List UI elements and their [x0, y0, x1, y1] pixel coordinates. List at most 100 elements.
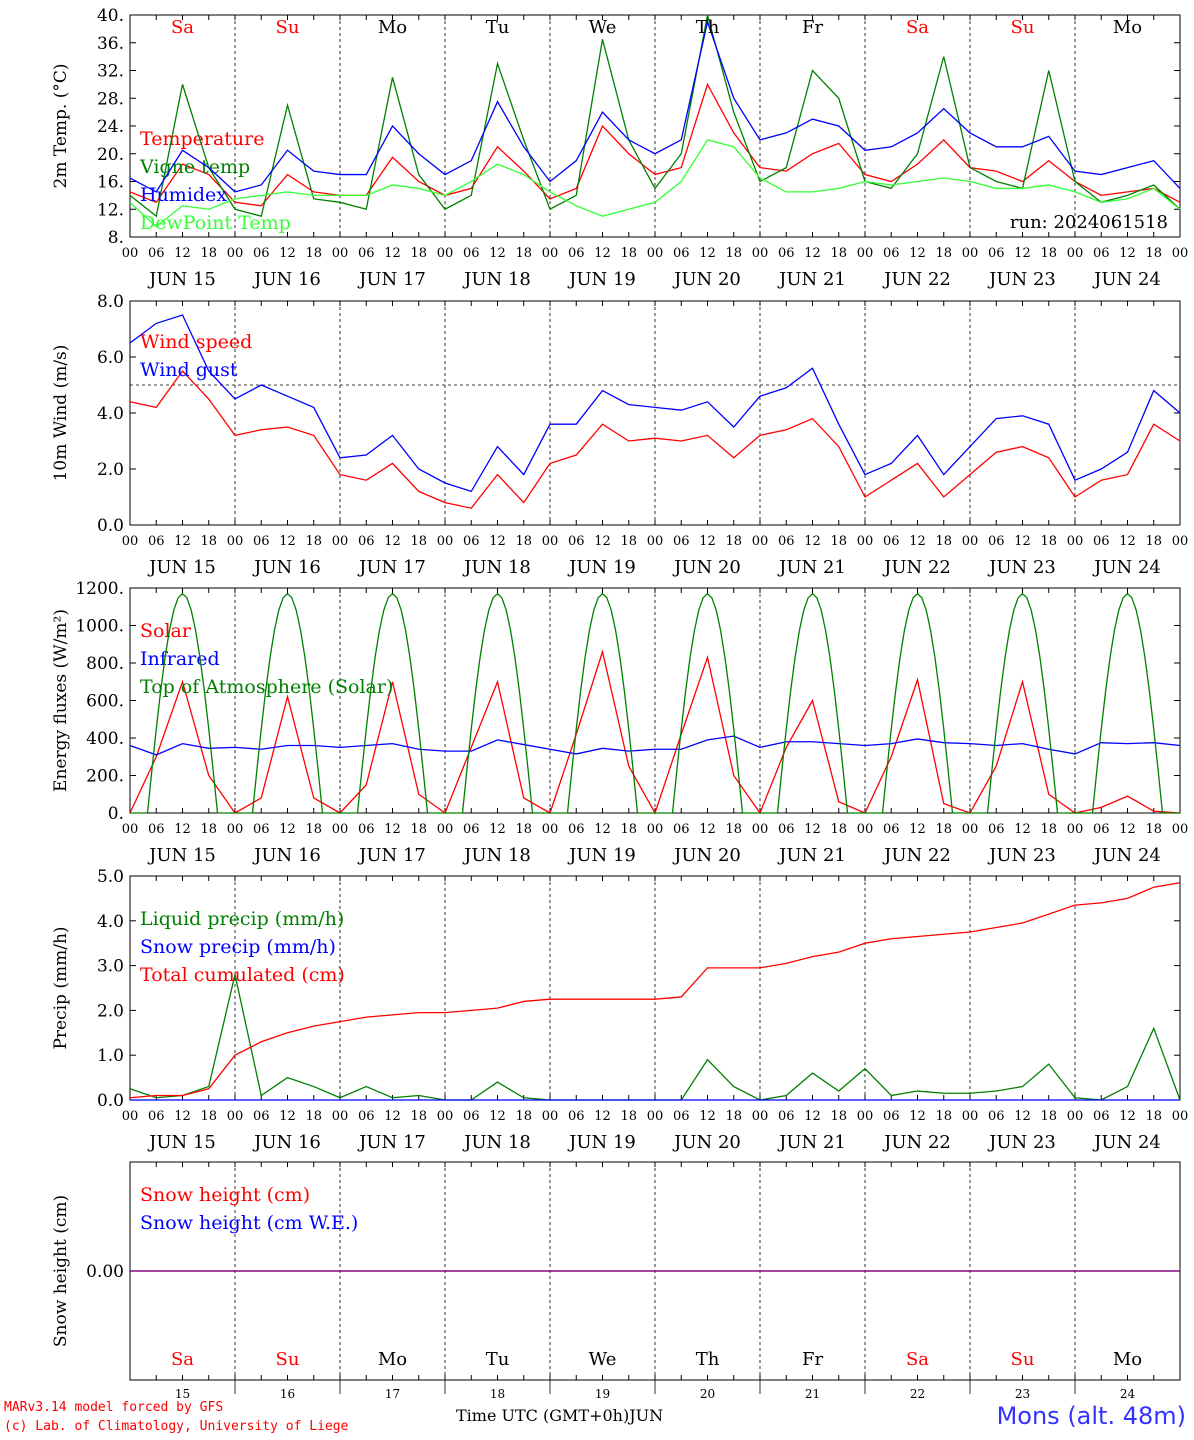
hour-tick-label: 06: [463, 534, 480, 549]
lab-credit: (c) Lab. of Climatology, University of L…: [4, 1419, 349, 1434]
hour-tick-label: 00: [752, 246, 769, 261]
hour-tick-label: 18: [410, 534, 427, 549]
hour-tick-label: 18: [200, 822, 217, 837]
date-label: JUN 20: [672, 557, 741, 578]
hour-tick-label: 12: [174, 534, 191, 549]
hour-tick-label: 06: [673, 1109, 690, 1124]
hour-tick-label: 06: [358, 1109, 375, 1124]
hour-tick-label: 06: [883, 822, 900, 837]
hour-tick-label: 06: [673, 822, 690, 837]
hour-tick-label: 18: [1040, 246, 1057, 261]
hour-tick-label: 00: [752, 1109, 769, 1124]
hour-tick-label: 06: [463, 822, 480, 837]
day-number: 22: [910, 1387, 925, 1401]
hour-tick-label: 06: [253, 534, 270, 549]
hour-tick-label: 12: [279, 246, 296, 261]
hour-tick-label: 06: [568, 1109, 585, 1124]
date-label: JUN 24: [1092, 557, 1161, 578]
hour-tick-label: 00: [437, 534, 454, 549]
hour-tick-label: 18: [305, 534, 322, 549]
date-label: JUN 15: [147, 269, 216, 290]
date-label: JUN 16: [252, 557, 321, 578]
hour-tick-label: 12: [699, 246, 716, 261]
y-tick-label: 3.0: [97, 957, 124, 977]
date-label: JUN 19: [567, 1132, 636, 1153]
hour-tick-label: 00: [542, 534, 559, 549]
hour-tick-label: 00: [1067, 1109, 1084, 1124]
date-label: JUN 18: [462, 269, 531, 290]
date-label: JUN 24: [1092, 1132, 1161, 1153]
y-tick-label: 28.: [97, 89, 124, 109]
hour-tick-label: 12: [1119, 246, 1136, 261]
hour-tick-label: 12: [699, 534, 716, 549]
legend-label: DewPoint Temp: [140, 212, 291, 234]
legend-label: Humidex: [140, 184, 227, 206]
hour-tick-label: 06: [988, 822, 1005, 837]
date-label: JUN 24: [1092, 269, 1161, 290]
hour-tick-label: 06: [883, 534, 900, 549]
hour-tick-label: 00: [332, 534, 349, 549]
weekday-label: Su: [276, 17, 300, 38]
hour-tick-label: 00: [332, 822, 349, 837]
hour-tick-label: 18: [305, 246, 322, 261]
day-number: 18: [490, 1387, 505, 1401]
day-number: 20: [700, 1387, 715, 1401]
hour-tick-label: 00: [122, 822, 139, 837]
hour-tick-label: 18: [515, 822, 532, 837]
date-label: JUN 17: [357, 845, 426, 866]
y-tick-label: 8.0: [97, 292, 124, 312]
hour-tick-label: 18: [200, 246, 217, 261]
day-number: 23: [1015, 1387, 1030, 1401]
hour-tick-label: 00: [122, 1109, 139, 1124]
hour-tick-label: 00: [962, 1109, 979, 1124]
weekday-label: Su: [276, 1349, 300, 1370]
hour-tick-label: 00: [437, 1109, 454, 1124]
weekday-label: Th: [696, 1349, 720, 1370]
hour-tick-label: 00: [857, 534, 874, 549]
legend-label: Wind gust: [140, 359, 238, 381]
day-number: 17: [385, 1387, 400, 1401]
series-line-top-of-atmosphere-solar-: [130, 592, 1180, 814]
hour-tick-label: 18: [1040, 822, 1057, 837]
hour-tick-label: 12: [489, 1109, 506, 1124]
hour-tick-label: 18: [1040, 1109, 1057, 1124]
legend-label: Liquid precip (mm/h): [140, 908, 344, 930]
date-label: JUN 16: [252, 1132, 321, 1153]
hour-tick-label: 00: [647, 246, 664, 261]
series-line-dewpoint-temp: [129, 139, 1181, 228]
weekday-label: Sa: [906, 17, 929, 38]
hour-tick-label: 18: [830, 1109, 847, 1124]
weekday-label: Fr: [802, 1349, 823, 1370]
hour-tick-label: 18: [620, 246, 637, 261]
date-label: JUN 22: [882, 269, 951, 290]
hour-tick-label: 06: [568, 534, 585, 549]
hour-tick-label: 12: [594, 1109, 611, 1124]
y-axis-label: Energy fluxes (W/m²): [51, 609, 71, 792]
date-label: JUN 17: [357, 1132, 426, 1153]
y-axis-label: 2m Temp. (°C): [51, 63, 71, 188]
hour-tick-label: 00: [1067, 246, 1084, 261]
hour-tick-label: 06: [253, 246, 270, 261]
hour-tick-label: 06: [463, 246, 480, 261]
y-tick-label: 16.: [97, 173, 124, 193]
hour-tick-label: 00: [752, 822, 769, 837]
hour-tick-label: 06: [1093, 1109, 1110, 1124]
date-label: JUN 19: [567, 269, 636, 290]
hour-tick-label: 06: [148, 822, 165, 837]
hour-tick-label: 06: [148, 1109, 165, 1124]
hour-tick-label: 00: [227, 822, 244, 837]
hour-tick-label: 06: [673, 246, 690, 261]
hour-tick-label: 00: [962, 822, 979, 837]
hour-tick-label: 06: [988, 534, 1005, 549]
day-number: 15: [175, 1387, 190, 1401]
run-label: run: 2024061518: [1010, 212, 1168, 233]
legend-label: Snow height (cm): [140, 1184, 310, 1206]
hour-tick-label: 18: [935, 1109, 952, 1124]
hour-tick-label: 18: [1040, 534, 1057, 549]
hour-tick-label: 12: [279, 1109, 296, 1124]
hour-tick-label: 06: [358, 822, 375, 837]
hour-tick-label: 12: [909, 246, 926, 261]
series-line-total-cumulated-cm-: [129, 882, 1181, 1099]
hour-tick-label: 06: [253, 1109, 270, 1124]
hour-tick-label: 06: [148, 534, 165, 549]
